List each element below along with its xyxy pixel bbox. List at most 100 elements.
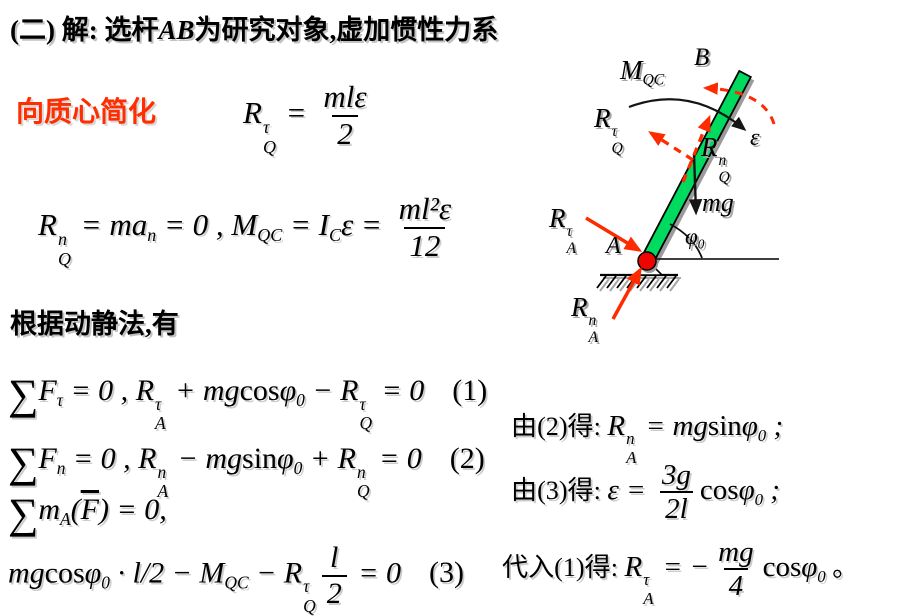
RQ-tau-arrow xyxy=(648,131,694,162)
math-token: n xyxy=(588,311,597,329)
math-token: n xyxy=(718,151,727,169)
math-token: 4 xyxy=(723,568,749,602)
math-token: Q xyxy=(262,136,276,157)
math-token: φ xyxy=(84,556,102,590)
math-token: ∑ xyxy=(8,439,39,487)
math-token: τ xyxy=(262,116,270,137)
math-token: − R xyxy=(248,556,303,590)
math-token: 0 xyxy=(296,390,305,411)
label-B: B xyxy=(694,44,709,72)
math-token: cos xyxy=(44,556,85,590)
math-token: 2l xyxy=(660,491,693,525)
math-token: cos xyxy=(762,551,802,584)
math-token: n xyxy=(56,458,66,479)
math-token: · l/2 − M xyxy=(109,556,225,590)
RA-tau-arrow xyxy=(585,216,643,252)
RQ-n-arrow xyxy=(681,114,711,183)
math-token: φ xyxy=(738,474,755,507)
math-token: + mg xyxy=(167,374,240,407)
math-token: QC xyxy=(224,572,249,593)
math-token: 0 xyxy=(697,236,705,252)
reduce-to-centroid-label: 向质心简化 xyxy=(16,97,157,128)
math-token: τ xyxy=(566,222,573,240)
math-token: m xyxy=(38,493,61,526)
math-token: Q xyxy=(303,595,316,616)
math-token: ( xyxy=(70,493,81,526)
math-token: R xyxy=(624,551,643,584)
math-token: ε = xyxy=(607,474,653,507)
math-token: = − xyxy=(655,551,710,584)
math-token: = 0 xyxy=(374,374,425,407)
math-token: = 0 , xyxy=(62,374,136,407)
label-phi0: φ0 xyxy=(685,224,704,252)
math-token: A xyxy=(60,509,71,530)
math-token: = ma xyxy=(72,206,148,242)
math-token: τ xyxy=(643,570,650,590)
math-token: ε xyxy=(750,125,760,151)
math-token: 3g xyxy=(661,459,691,491)
RA-n-arrow xyxy=(611,266,642,320)
mg-arrow xyxy=(688,153,703,216)
math-token: n xyxy=(147,225,157,246)
math-token: B xyxy=(694,44,710,71)
math-token: F xyxy=(38,442,57,475)
math-token: Q xyxy=(611,140,623,158)
math-token: mlε xyxy=(323,79,367,114)
math-token: (3) xyxy=(428,556,464,590)
math-token: mg 4 xyxy=(713,536,758,603)
math-token: τ xyxy=(611,122,618,140)
pin-A xyxy=(637,251,657,271)
math-token: = mg xyxy=(638,410,708,442)
math-token: R xyxy=(243,94,262,130)
ground-hatching xyxy=(596,273,678,289)
math-token: n xyxy=(626,429,635,449)
label-mg: mg xyxy=(702,188,734,218)
MQC-moment-arc xyxy=(702,82,776,125)
method-statement: 根据动静法,有 xyxy=(10,309,179,339)
math-token: 3g 2l xyxy=(657,459,696,526)
math-token: M xyxy=(231,206,258,242)
free-body-diagram xyxy=(585,69,779,320)
math-token: mlε 2 xyxy=(318,79,371,151)
math-token: R xyxy=(594,103,611,133)
math-token: ml²ε xyxy=(398,191,452,226)
math-token: 0 xyxy=(817,567,826,586)
math-token: = 0 xyxy=(371,442,422,475)
math-token: φ xyxy=(277,442,294,475)
math-token: M xyxy=(620,55,643,85)
math-token: Q xyxy=(718,169,730,187)
math-token: mg xyxy=(718,536,754,568)
math-token: ; xyxy=(766,410,784,442)
math-token: R xyxy=(38,206,57,242)
math-token: A xyxy=(588,329,599,347)
math-token: A xyxy=(643,589,654,609)
math-token: 0 xyxy=(757,425,767,445)
math-token: τ xyxy=(56,390,63,411)
math-token: A xyxy=(157,481,169,502)
math-token: = 0 xyxy=(350,556,401,590)
math-token: − mg xyxy=(170,442,243,475)
math-token: A xyxy=(155,413,166,434)
math-token: R xyxy=(701,132,718,162)
math-token: − R xyxy=(304,374,359,407)
math-token: sin xyxy=(707,410,742,442)
math-token: φ xyxy=(685,224,698,249)
math-token: mg xyxy=(8,556,45,590)
